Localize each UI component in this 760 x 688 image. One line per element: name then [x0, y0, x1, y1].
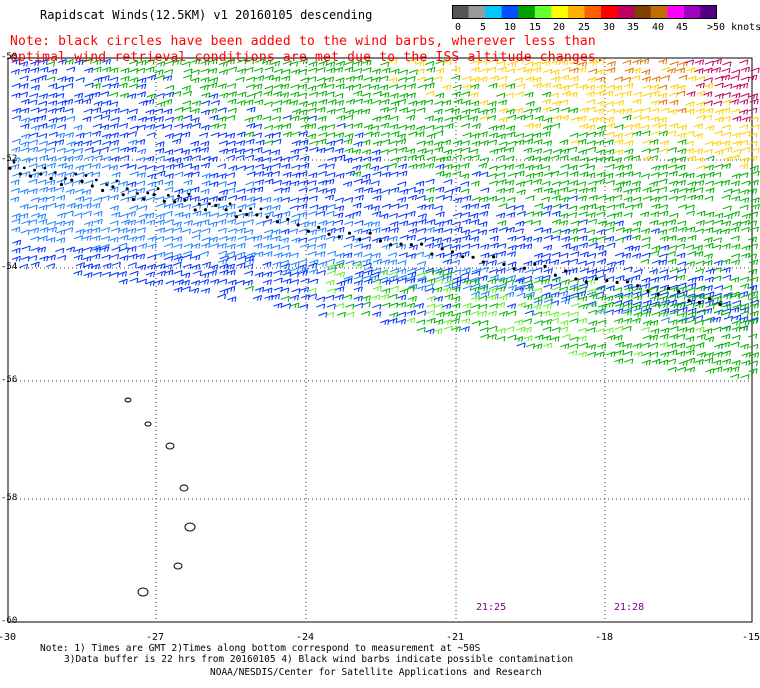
legend-swatch	[634, 5, 652, 19]
legend-swatch	[667, 5, 685, 19]
legend-label: 40	[652, 22, 665, 33]
legend-swatch	[518, 5, 536, 19]
legend-label: 5	[480, 22, 487, 33]
lat-label: -58	[1, 493, 18, 503]
legend-label: 15	[529, 22, 542, 33]
footer-credit: NOAA/NESDIS/Center for Satellite Applica…	[210, 667, 542, 678]
lat-label: -56	[1, 375, 18, 385]
legend-swatch	[485, 5, 503, 19]
note-line-2: optimal wind retrieval conditions are me…	[10, 50, 604, 65]
island-outlines	[124, 397, 196, 597]
lon-label: -21	[446, 632, 465, 643]
legend-label: 30	[603, 22, 616, 33]
wind-speed-color-legend	[452, 5, 717, 19]
wind-barbs	[10, 58, 760, 380]
lon-label: -27	[146, 632, 165, 643]
legend-label: 0	[455, 22, 462, 33]
time-label-2: 21:28	[614, 602, 645, 613]
legend-swatch	[683, 5, 701, 19]
legend-swatch	[601, 5, 619, 19]
lat-label: -60	[1, 616, 18, 626]
legend-swatch	[534, 5, 552, 19]
lon-label: -30	[0, 632, 17, 643]
contamination-markers	[8, 160, 722, 307]
lon-label: -24	[296, 632, 315, 643]
legend-swatch	[700, 5, 717, 19]
legend-swatch	[584, 5, 602, 19]
legend-swatch	[551, 5, 569, 19]
legend-swatch	[452, 5, 470, 19]
lon-label: -18	[595, 632, 614, 643]
note-line-1: Note: black circles have been added to t…	[10, 34, 596, 49]
map-frame	[7, 57, 753, 623]
legend-swatch	[501, 5, 519, 19]
lat-label: -54	[1, 262, 18, 272]
legend-swatch	[468, 5, 486, 19]
legend-swatch	[617, 5, 635, 19]
legend-label: 25	[578, 22, 591, 33]
footer-note-2: 3)Data buffer is 22 hrs from 20160105 4)…	[64, 654, 574, 665]
lat-label: -52	[1, 154, 18, 164]
map-title: Rapidscat Winds(12.5KM) v1 20160105 desc…	[40, 8, 373, 22]
lon-label: -15	[742, 632, 760, 643]
legend-label: 10	[504, 22, 517, 33]
legend-swatch	[567, 5, 585, 19]
legend-label: 20	[553, 22, 566, 33]
legend-label: >50 knots	[707, 22, 760, 33]
footer-note-1: Note: 1) Times are GMT 2)Times along bot…	[40, 643, 481, 654]
legend-label: 35	[627, 22, 640, 33]
lat-label: -50	[1, 52, 18, 62]
legend-label: 45	[676, 22, 689, 33]
time-label-1: 21:25	[476, 602, 507, 613]
legend-swatch	[650, 5, 668, 19]
